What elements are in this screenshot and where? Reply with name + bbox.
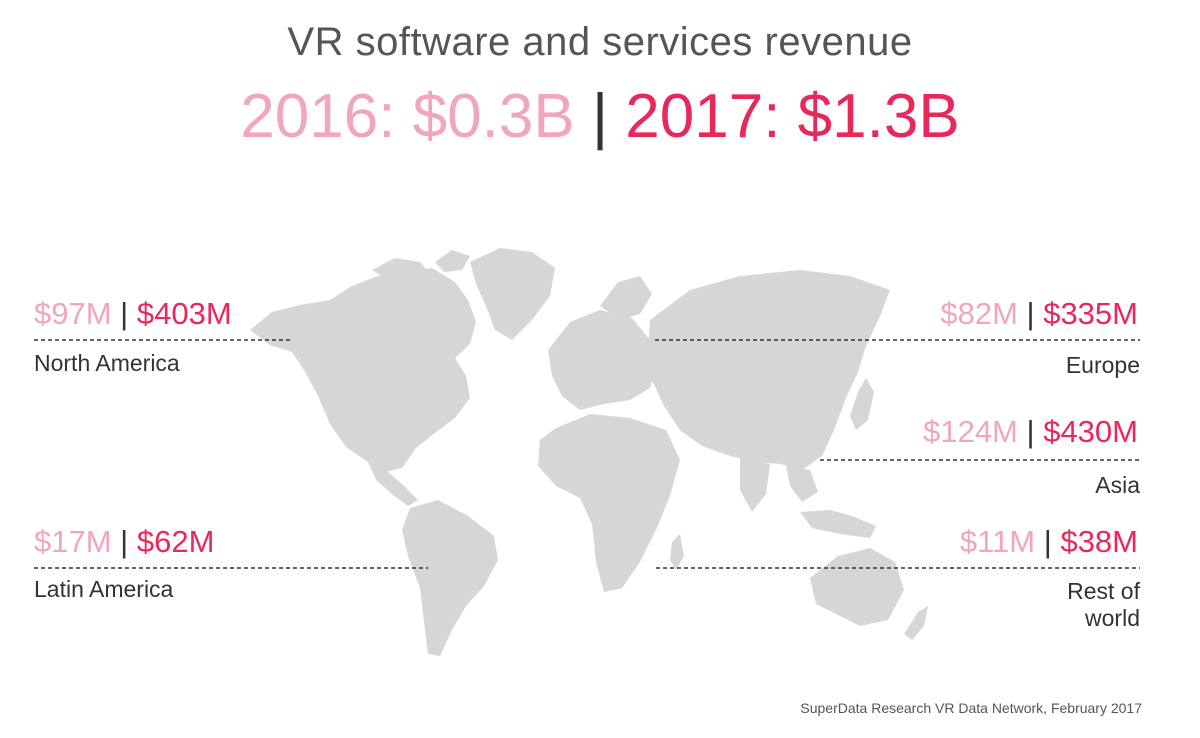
value-2017: $38M: [1060, 524, 1138, 559]
landmass-japan: [850, 378, 874, 430]
landmass-india: [740, 458, 770, 512]
value-2016: $97M: [34, 296, 112, 331]
landmass-north-america: [250, 268, 476, 472]
stat-rest-of-world: $11M | $38M: [960, 524, 1138, 560]
total-2017: 2017: $1.3B: [625, 82, 960, 151]
value-separator: |: [120, 296, 129, 331]
landmass-scandinavia: [600, 276, 652, 320]
stat-latin-america: $17M | $62M: [34, 524, 214, 560]
headline-separator: |: [591, 82, 609, 151]
landmass-south-america: [402, 500, 498, 656]
value-2016: $11M: [959, 524, 1036, 559]
leader-lines: [34, 339, 1140, 569]
value-2017: $62M: [136, 524, 215, 559]
total-2016: 2016: $0.3B: [240, 82, 575, 151]
value-separator: |: [120, 524, 129, 559]
region-label-line-2: world: [1085, 605, 1140, 631]
landmass-madagascar: [670, 534, 684, 570]
value-2017: $430M: [1043, 414, 1138, 449]
value-separator: |: [1026, 414, 1035, 449]
landmass-africa: [538, 414, 680, 592]
stat-asia: $124M | $430M: [923, 414, 1138, 450]
landmass-new-zealand: [904, 606, 928, 640]
headline-totals: 2016: $0.3B | 2017: $1.3B: [0, 82, 1200, 152]
landmass-australia: [810, 548, 904, 626]
landmass-uk: [558, 330, 576, 356]
landmass-canadian-islands: [372, 250, 470, 280]
landmasses: [250, 248, 928, 656]
stat-north-america: $97M | $403M: [34, 296, 232, 332]
landmass-central-america: [368, 462, 418, 506]
landmass-indonesia: [800, 510, 876, 538]
value-2016: $82M: [940, 296, 1018, 331]
stat-europe: $82M | $335M: [940, 296, 1138, 332]
source-note: SuperData Research VR Data Network, Febr…: [800, 700, 1142, 716]
value-2016: $124M: [923, 414, 1018, 449]
value-separator: |: [1026, 296, 1035, 331]
region-label-asia: Asia: [1095, 472, 1140, 498]
value-2017: $335M: [1043, 296, 1138, 331]
region-label-latin-america: Latin America: [34, 576, 174, 602]
value-2017: $403M: [136, 296, 232, 331]
landmass-southeast-asia: [786, 466, 818, 502]
region-label-north-america: North America: [34, 350, 180, 376]
region-label-rest-of-world: Rest of world: [1067, 578, 1140, 632]
region-label-europe: Europe: [1065, 352, 1140, 378]
landmass-greenland: [470, 248, 555, 340]
chart-title: VR software and services revenue: [287, 20, 913, 64]
landmass-asia: [648, 270, 890, 470]
value-separator: |: [1043, 524, 1052, 559]
region-label-line-1: Rest of: [1067, 578, 1140, 604]
value-2016: $17M: [34, 524, 112, 559]
landmass-europe: [548, 310, 660, 410]
